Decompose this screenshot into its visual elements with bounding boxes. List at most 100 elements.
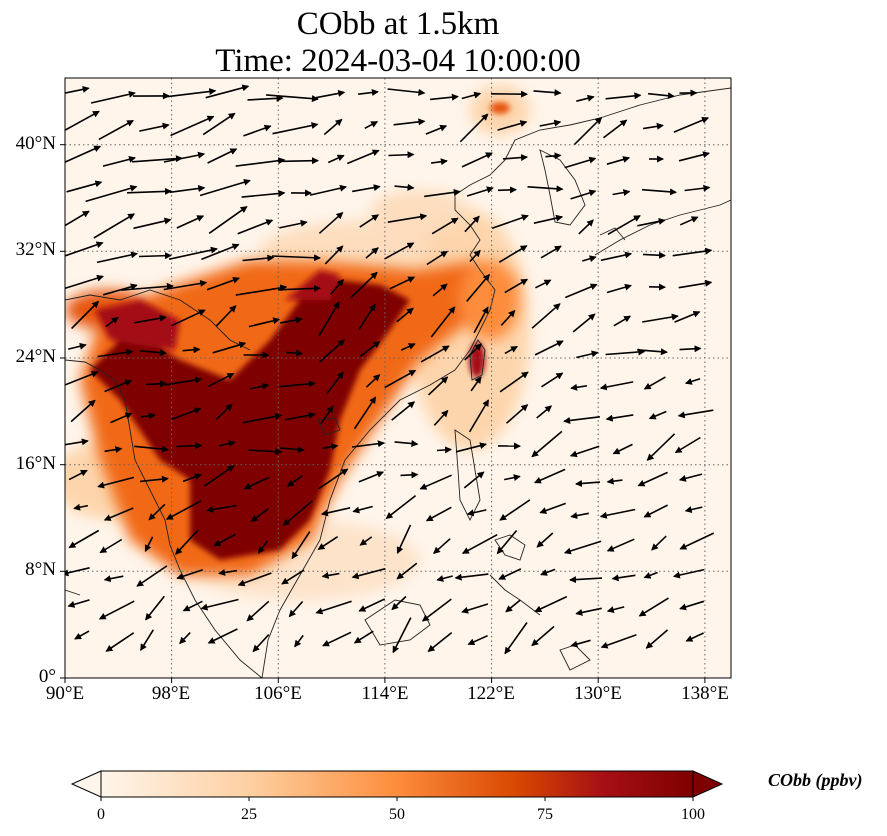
colorbar-tick-100: 100 <box>681 806 705 823</box>
coastlines <box>65 87 731 678</box>
wind-arrow <box>359 214 380 228</box>
wind-arrow <box>65 241 104 257</box>
wind-arrow <box>643 376 666 390</box>
lon-label-130e: 130°E <box>574 683 622 704</box>
wind-arrow <box>570 512 589 519</box>
wind-arrow <box>394 440 419 448</box>
wind-arrow <box>563 540 602 555</box>
wind-arrow <box>606 606 625 614</box>
wind-arrow <box>319 339 346 363</box>
wind-arrow <box>533 214 564 224</box>
wind-arrow <box>430 158 448 166</box>
wind-arrow <box>570 639 591 648</box>
wind-arrow <box>208 372 235 388</box>
wind-arrow <box>504 622 528 655</box>
wind-arrow <box>163 151 206 163</box>
wind-arrow <box>201 243 240 261</box>
wind-arrow <box>607 215 641 235</box>
wind-arrow <box>98 600 135 620</box>
wind-arrow <box>68 342 87 350</box>
wind-arrow <box>637 348 668 356</box>
wind-arrow <box>570 189 597 200</box>
wind-arrow <box>358 303 376 331</box>
wind-arrow <box>396 307 414 323</box>
wind-arrow <box>365 374 381 388</box>
colorbar-tick-0: 0 <box>97 806 105 823</box>
wind-arrow <box>163 280 208 291</box>
wind-arrow <box>249 382 270 390</box>
wind-arrow <box>678 279 713 289</box>
map-title-line2: Time: 2024-03-04 10:00:00 <box>215 43 581 79</box>
wind-arrow <box>215 403 233 421</box>
wind-arrow <box>497 120 528 131</box>
wind-arrow <box>215 305 237 327</box>
wind-arrow <box>97 348 134 358</box>
wind-arrow <box>498 568 522 580</box>
wind-arrow <box>527 185 564 193</box>
wind-arrow <box>280 316 303 324</box>
wind-arrow <box>500 309 516 326</box>
wind-arrow <box>461 603 489 614</box>
wind-arrow <box>573 116 603 145</box>
wind-arrow <box>431 217 459 235</box>
wind-arrow <box>499 371 529 393</box>
wind-arrow <box>534 595 568 613</box>
wind-arrow <box>102 155 136 167</box>
wind-arrow <box>248 448 283 456</box>
wind-arrow <box>600 634 637 649</box>
concentration-field <box>65 78 731 678</box>
wind-arrow <box>96 251 138 264</box>
wind-arrow <box>679 216 699 226</box>
map-title-line1: CObb at 1.5km <box>296 6 500 42</box>
colorbar <box>70 770 724 801</box>
wind-arrow <box>346 149 380 165</box>
wind-arrow <box>169 185 206 194</box>
wind-arrow <box>315 600 352 615</box>
wind-arrow <box>358 598 386 612</box>
colorbar-gradient <box>100 770 694 798</box>
wind-arrow <box>420 345 450 363</box>
wind-arrow <box>425 506 452 522</box>
wind-arrow <box>576 350 599 359</box>
wind-arrow <box>504 345 518 355</box>
wind-arrow <box>285 411 316 421</box>
wind-arrow <box>168 246 218 260</box>
wind-arrow <box>99 538 123 554</box>
wind-arrow <box>351 567 386 580</box>
wind-arrow <box>461 152 493 168</box>
wind-arrow <box>605 92 642 100</box>
wind-arrow <box>564 156 597 169</box>
wind-arrow <box>352 184 381 193</box>
wind-arrow <box>685 632 704 642</box>
wind-arrow <box>85 184 138 203</box>
wind-arrow <box>569 576 603 584</box>
wind-arrow <box>427 376 449 396</box>
wind-arrow <box>536 405 553 419</box>
axis-ticks <box>60 144 706 683</box>
wind-arrow <box>176 442 203 450</box>
wind-arrow <box>288 600 304 618</box>
wind-arrow <box>67 599 90 608</box>
wind-arrow <box>358 89 379 96</box>
wind-arrow <box>353 630 374 644</box>
wind-arrow <box>66 180 103 193</box>
wind-arrow <box>65 145 102 164</box>
wind-arrow <box>545 152 562 160</box>
wind-arrow <box>455 442 487 453</box>
wind-arrow <box>400 471 419 479</box>
wind-arrow <box>134 314 167 324</box>
map-frame <box>64 77 732 679</box>
wind-arrow <box>200 598 239 611</box>
wind-arrow <box>103 575 124 583</box>
wind-arrow <box>74 630 90 640</box>
wind-arrow <box>65 438 89 446</box>
wind-arrow <box>68 529 100 549</box>
wind-arrow <box>396 524 412 555</box>
lat-label-8n: 8°N <box>25 559 56 580</box>
wind-arrow <box>65 567 90 577</box>
wind-arrow <box>384 242 415 260</box>
wind-arrow <box>65 210 90 227</box>
colorbar-min-extend <box>70 770 102 798</box>
wind-arrow <box>199 178 251 197</box>
wind-arrow <box>612 443 633 455</box>
